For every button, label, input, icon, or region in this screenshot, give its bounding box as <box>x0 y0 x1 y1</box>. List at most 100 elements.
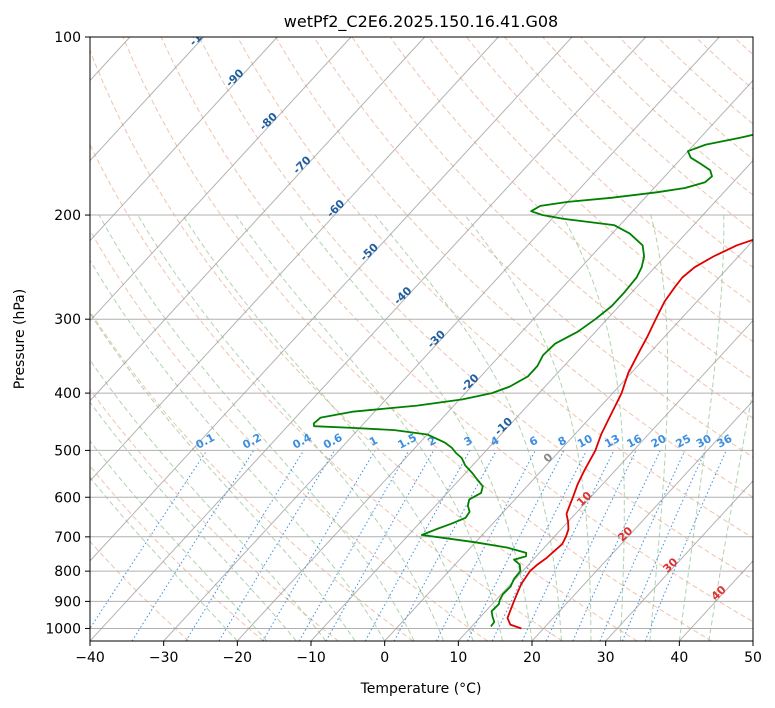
moist-adiabat <box>137 214 445 641</box>
dry-adiabat <box>198 37 753 580</box>
mixing-ratio-label: 8 <box>556 434 569 449</box>
isotherm-label: 20 <box>615 524 635 544</box>
dry-adiabat <box>275 37 753 498</box>
y-tick-label: 500 <box>54 443 81 459</box>
mixing-ratio-line <box>644 450 727 641</box>
isotherm-gridlines <box>0 37 753 641</box>
isotherm-label: -30 <box>425 328 449 351</box>
dry-adiabats <box>90 37 753 641</box>
moist-adiabat <box>90 359 327 641</box>
x-tick-label: −20 <box>223 650 253 666</box>
isotherm-label: -50 <box>358 240 382 263</box>
dry-adiabat <box>542 37 753 232</box>
dry-adiabat <box>504 37 753 268</box>
isotherm-label: 30 <box>660 555 680 575</box>
mixing-ratio-label: 20 <box>649 432 669 451</box>
isobar-gridlines <box>90 37 753 629</box>
mixing-ratio-line <box>90 450 208 630</box>
mixing-ratio-line <box>393 450 497 641</box>
dry-adiabat <box>90 229 488 641</box>
isotherm <box>310 159 753 641</box>
x-tick-label: 20 <box>523 650 541 666</box>
plot-area: 0.1 0.2 0.4 0.6 1 1.5 2 3 4 6 8 10 13 16 20 25 30 36-100-… <box>0 20 753 641</box>
mixing-ratio-label: 6 <box>527 434 540 449</box>
moist-adiabat <box>678 215 725 641</box>
isotherm-label: -90 <box>223 66 247 89</box>
dry-adiabat <box>237 37 753 539</box>
moist-adiabat <box>374 214 562 641</box>
mixing-ratio-label: 36 <box>715 432 735 451</box>
chart-title: wetPf2_C2E6.2025.150.16.41.G08 <box>284 12 558 32</box>
moist-adiabat <box>182 214 474 641</box>
isotherm <box>90 37 647 641</box>
mixing-ratio-line <box>491 450 588 641</box>
mixing-ratio-line <box>325 450 435 641</box>
isotherm-label: -20 <box>458 371 482 394</box>
x-tick-label: 30 <box>597 650 615 666</box>
x-axis-label: Temperature (°C) <box>360 681 482 697</box>
moist-adiabat <box>90 259 386 641</box>
isotherm <box>90 37 352 322</box>
mixing-ratio-line <box>467 450 565 641</box>
x-axis: −40 −30 −20 −10 0 10 20 30 40 50 <box>75 641 762 666</box>
moist-adiabats <box>90 214 753 641</box>
moist-adiabat <box>464 214 592 641</box>
y-tick-label: 100 <box>54 30 81 46</box>
moist-adiabat <box>298 214 533 641</box>
x-tick-label: 10 <box>449 650 467 666</box>
isotherm <box>90 37 499 482</box>
dry-adiabat <box>122 37 712 641</box>
dry-adiabat <box>160 37 753 623</box>
isotherm <box>236 79 753 641</box>
isotherm <box>163 37 720 641</box>
isotherm <box>90 37 278 242</box>
y-tick-label: 1000 <box>45 621 81 637</box>
dry-adiabat <box>90 48 638 641</box>
dry-adiabat <box>656 37 753 125</box>
y-axis-label: Pressure (hPa) <box>12 289 28 389</box>
dry-adiabat <box>427 37 753 343</box>
dry-adiabat <box>580 37 753 196</box>
x-tick-label: 0 <box>380 650 389 666</box>
isotherm <box>0 37 56 641</box>
mixing-ratio-label: 10 <box>575 432 595 451</box>
moist-adiabat <box>90 312 356 641</box>
moist-adiabat <box>649 214 669 641</box>
isotherm <box>605 480 753 641</box>
y-tick-label: 700 <box>54 530 81 546</box>
isotherm-label: -70 <box>290 153 314 176</box>
mixing-ratio-label: 3 <box>462 434 475 449</box>
isotherm <box>90 37 426 402</box>
isotherm-label: -100 <box>187 20 216 49</box>
dry-adiabat <box>90 310 414 641</box>
mixing-ratio-label: 1.5 <box>396 431 419 452</box>
isotherm-label: 40 <box>709 583 729 603</box>
y-tick-label: 800 <box>54 564 81 580</box>
mixing-ratio-label: 1 <box>367 434 380 449</box>
y-tick-label: 300 <box>54 312 81 328</box>
isotherm-label: -60 <box>324 197 348 220</box>
y-axis: 100 200 300 400 500 600 700 800 900 1000 <box>45 30 90 637</box>
dry-adiabat <box>351 37 753 419</box>
moist-adiabat <box>90 401 297 641</box>
moist-adiabat <box>90 440 268 641</box>
plot-frame <box>89 36 754 642</box>
isotherm <box>457 319 753 641</box>
temperature-line <box>506 238 753 630</box>
dry-adiabat <box>90 388 339 641</box>
dry-adiabat <box>389 37 753 381</box>
x-tick-label: −30 <box>149 650 179 666</box>
isotherm <box>752 640 753 641</box>
dry-adiabat <box>466 37 753 305</box>
x-tick-label: 40 <box>670 650 688 666</box>
moist-adiabat <box>98 214 415 641</box>
moist-adiabat <box>90 476 238 641</box>
x-tick-label: −40 <box>75 650 105 666</box>
mixing-ratio-label: 30 <box>694 432 714 451</box>
mixing-ratio-line <box>185 450 305 641</box>
isotherm <box>678 560 753 641</box>
x-tick-label: 50 <box>744 650 762 666</box>
y-tick-label: 400 <box>54 386 81 402</box>
mixing-ratio-line <box>572 450 661 641</box>
